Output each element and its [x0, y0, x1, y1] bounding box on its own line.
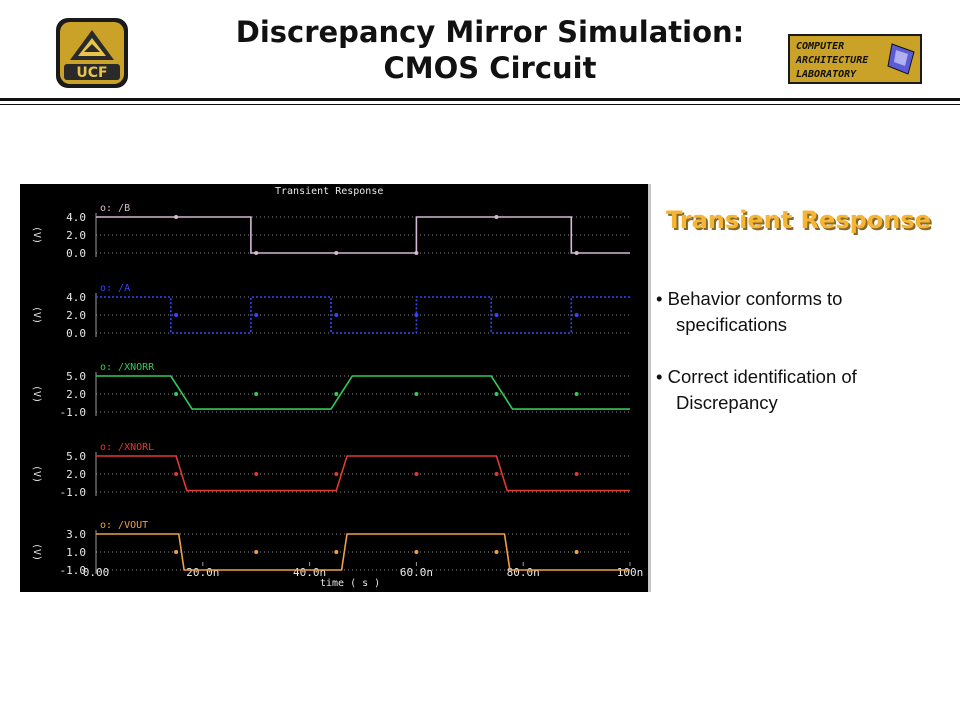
- y-unit-label: (V): [31, 465, 42, 483]
- lab-logo-line-1: COMPUTER: [796, 41, 844, 52]
- y-tick-label: 4.0: [66, 291, 86, 304]
- title-line-2: CMOS Circuit: [383, 51, 597, 85]
- bullet-list: • Behavior conforms to specifications • …: [656, 286, 956, 442]
- waveform-marker: [574, 550, 579, 554]
- transient-response-heading: Transient Response: [666, 206, 931, 234]
- bullet-1-line-1: • Behavior conforms to: [656, 288, 843, 309]
- bullet-item: • Behavior conforms to specifications: [656, 286, 956, 338]
- y-unit-label: (V): [31, 226, 42, 244]
- slide-title: Discrepancy Mirror Simulation: CMOS Circ…: [150, 14, 830, 86]
- waveform-marker: [574, 472, 579, 476]
- waveform-marker: [334, 313, 339, 317]
- x-tick-label: 80.0n: [507, 566, 540, 579]
- chip-icon: [887, 43, 915, 75]
- waveform-marker: [334, 550, 339, 554]
- header-rule-thick: [0, 98, 960, 101]
- y-tick-label: -1.0: [60, 564, 87, 577]
- plot-title: Transient Response: [275, 186, 383, 197]
- waveform-marker: [254, 550, 259, 554]
- waveform-marker: [334, 251, 339, 255]
- waveform-marker: [494, 313, 499, 317]
- y-tick-label: -1.0: [60, 486, 87, 499]
- waveform-marker: [494, 215, 499, 219]
- y-tick-label: 2.0: [66, 388, 86, 401]
- bullet-item: • Correct identification of Discrepancy: [656, 364, 956, 416]
- waveform-marker: [174, 215, 179, 219]
- waveform-marker: [254, 251, 259, 255]
- y-tick-label: -1.0: [60, 406, 87, 419]
- waveform-marker: [414, 550, 419, 554]
- signal-name-label: o: /A: [100, 283, 130, 294]
- waveform-marker: [334, 472, 339, 476]
- computer-architecture-lab-logo: COMPUTER ARCHITECTURE LABORATORY: [788, 34, 922, 84]
- y-tick-label: 0.0: [66, 247, 86, 260]
- ucf-logo-text: UCF: [76, 65, 107, 81]
- y-unit-label: (V): [31, 306, 42, 324]
- transient-waveform-plot: 4.0 2.0 0.0 (V) o: /B 4.0 2.0 0.0 (V) o: /A 5.0 2.0…: [20, 184, 651, 592]
- waveform-line: [96, 296, 630, 334]
- y-tick-label: 5.0: [66, 450, 86, 463]
- x-tick-label: 60.0n: [400, 566, 433, 579]
- waveform-marker: [574, 313, 579, 317]
- header-rule-thin: [0, 104, 960, 105]
- lab-logo-line-2: ARCHITECTURE: [795, 55, 869, 66]
- y-unit-label: (V): [31, 543, 42, 561]
- signal-name-label: o: /XNORL: [100, 442, 154, 453]
- y-tick-label: 2.0: [66, 309, 86, 322]
- waveform-marker: [174, 392, 179, 396]
- waveform-marker: [334, 392, 339, 396]
- bullet-2-line-1: • Correct identification of: [656, 366, 857, 387]
- y-tick-label: 1.0: [66, 546, 86, 559]
- lab-logo-line-3: LABORATORY: [796, 69, 857, 80]
- waveform-marker: [494, 472, 499, 476]
- waveform-marker: [174, 472, 179, 476]
- waveform-line: [96, 455, 630, 492]
- x-tick-label: 0.00: [83, 566, 110, 579]
- signal-name-label: o: /VOUT: [100, 520, 148, 531]
- waveform-marker: [174, 550, 179, 554]
- x-tick-label: 20.0n: [186, 566, 219, 579]
- signal-name-label: o: /XNORR: [100, 362, 155, 373]
- waveform-marker: [574, 251, 579, 255]
- waveform-marker: [414, 251, 419, 255]
- waveform-line: [96, 375, 630, 410]
- x-tick-label: 100n: [617, 566, 644, 579]
- y-tick-label: 2.0: [66, 229, 86, 242]
- y-tick-label: 3.0: [66, 528, 86, 541]
- ucf-logo: UCF: [54, 16, 130, 90]
- bullet-2-line-2: Discrepancy: [676, 392, 778, 413]
- waveform-line: [96, 216, 630, 254]
- waveform-marker: [414, 392, 419, 396]
- y-tick-label: 4.0: [66, 211, 86, 224]
- waveform-marker: [254, 313, 259, 317]
- waveform-marker: [494, 392, 499, 396]
- waveform-marker: [574, 392, 579, 396]
- waveform-marker: [254, 392, 259, 396]
- waveform-marker: [494, 550, 499, 554]
- y-tick-label: 0.0: [66, 327, 86, 340]
- waveform-line: [96, 533, 630, 571]
- waveform-marker: [414, 313, 419, 317]
- signal-name-label: o: /B: [100, 203, 130, 214]
- waveform-marker: [414, 472, 419, 476]
- y-tick-label: 5.0: [66, 370, 86, 383]
- y-tick-label: 2.0: [66, 468, 86, 481]
- x-axis-label: time ( s ): [320, 578, 380, 589]
- waveform-marker: [174, 313, 179, 317]
- bullet-1-line-2: specifications: [676, 314, 788, 335]
- y-unit-label: (V): [31, 385, 42, 403]
- title-line-1: Discrepancy Mirror Simulation:: [235, 15, 745, 49]
- plot-edge-strip: [648, 184, 651, 592]
- waveform-marker: [254, 472, 259, 476]
